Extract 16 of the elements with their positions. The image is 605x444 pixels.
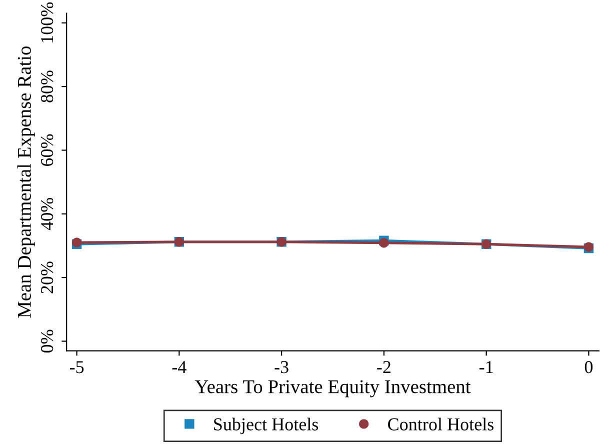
- x-tick-label: -2: [377, 361, 390, 374]
- y-tick-label: 0%: [40, 330, 54, 353]
- x-tick-label: -1: [479, 361, 493, 374]
- x-tick-label: -5: [70, 361, 84, 374]
- x-axis-title: Years To Private Equity Investment: [194, 380, 471, 398]
- legend-label: Subject Hotels: [214, 418, 318, 434]
- x-tick-label: 0: [584, 361, 593, 374]
- x-tick-label: -3: [274, 361, 288, 374]
- x-tick-label: -4: [172, 361, 186, 374]
- y-axis-title: Mean Departmental Expense Ratio: [17, 46, 35, 318]
- legend-label: Control Hotels: [388, 418, 494, 430]
- y-tick-label: 60%: [40, 134, 54, 166]
- y-tick-label: 100%: [40, 2, 54, 42]
- y-tick-label: 40%: [40, 198, 54, 230]
- y-tick-label: 20%: [40, 262, 54, 294]
- y-tick-label: 80%: [40, 70, 54, 102]
